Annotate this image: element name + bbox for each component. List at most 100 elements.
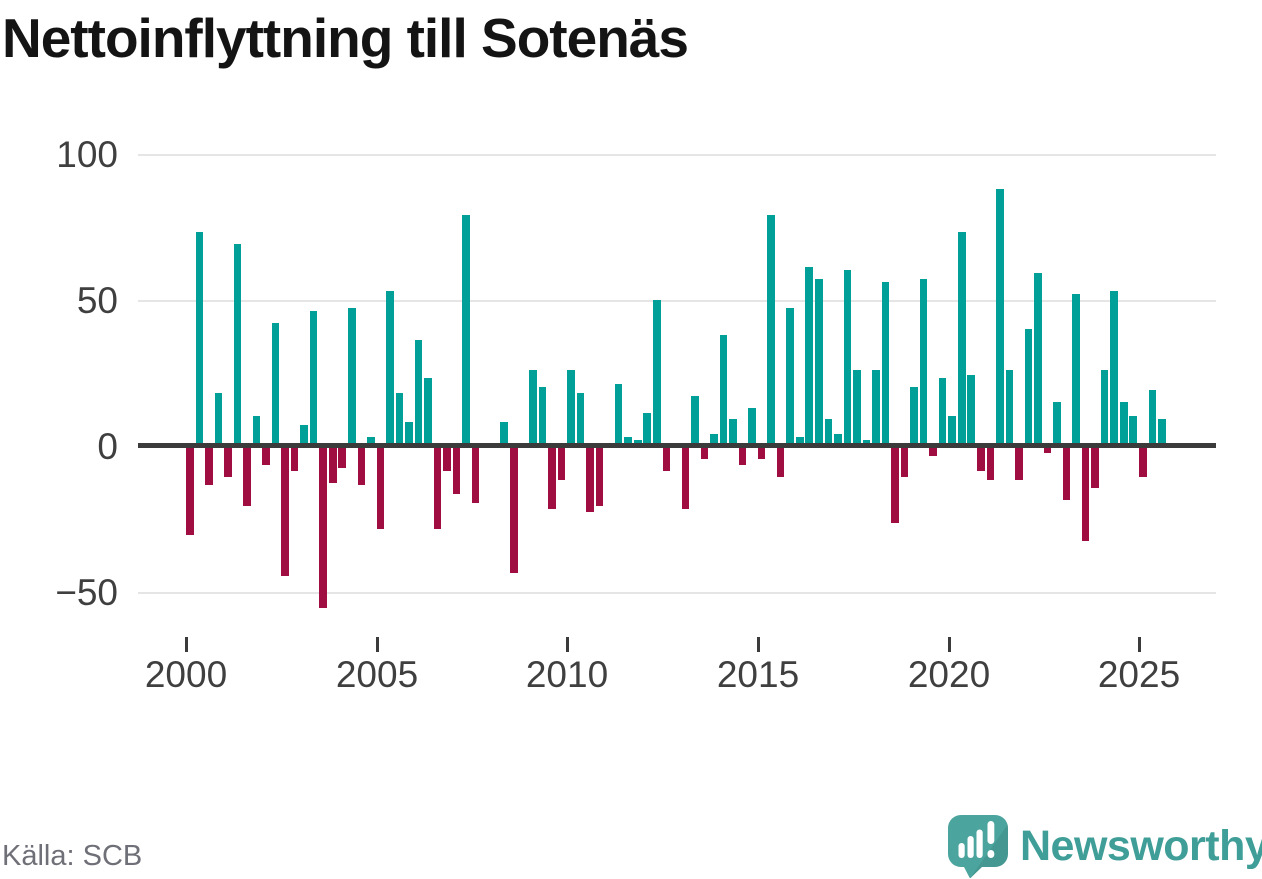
bar-2016-Q2 — [805, 267, 814, 448]
bar-2015-Q3 — [776, 445, 785, 477]
bar-2014-Q3 — [738, 445, 747, 466]
y-axis-label-0: 0 — [97, 426, 118, 467]
bar-2010-Q3 — [586, 445, 594, 512]
bar-2017-Q2 — [843, 270, 852, 448]
bar-2024-Q4 — [1129, 416, 1138, 448]
bar-2000-Q3 — [205, 445, 213, 486]
source-attribution: Källa: SCB — [2, 840, 143, 872]
bar-2004-Q1 — [338, 445, 347, 468]
bar-2022-Q2 — [1034, 273, 1042, 448]
bar-2006-Q3 — [433, 445, 442, 530]
bar-2009-Q1 — [529, 369, 537, 448]
bar-2013-Q4 — [710, 433, 718, 448]
bar-2003-Q1 — [300, 425, 308, 448]
bar-2021-Q3 — [1005, 369, 1014, 448]
bar-2024-Q3 — [1119, 401, 1128, 448]
bar-2002-Q2 — [271, 322, 280, 448]
bar-2007-Q3 — [471, 445, 480, 503]
bar-2000-Q2 — [195, 232, 204, 448]
bar-2011-Q2 — [614, 384, 623, 448]
bar-2004-Q4 — [367, 436, 375, 448]
bar-2009-Q3 — [548, 445, 556, 509]
bar-2008-Q2 — [500, 422, 509, 448]
bar-2000-Q1 — [186, 445, 194, 536]
bar-2016-Q1 — [795, 436, 804, 448]
brand-name: Newsworthy — [1020, 821, 1262, 870]
bar-2018-Q2 — [881, 281, 890, 448]
bar-2012-Q1 — [643, 413, 652, 448]
bar-2023-Q4 — [1091, 445, 1099, 489]
chart-title: Nettoinflyttning till Sotenäs — [2, 7, 689, 69]
bar-2000-Q4 — [214, 392, 223, 448]
gridline-minus-50 — [138, 592, 1216, 594]
bar-2013-Q1 — [681, 445, 690, 509]
bar-2019-Q4 — [938, 378, 947, 448]
newsworthy-logo-icon — [948, 815, 1008, 878]
bar-2024-Q2 — [1110, 290, 1118, 448]
y-axis-label-100: 100 — [56, 134, 118, 175]
bar-2007-Q1 — [452, 445, 461, 495]
bar-2006-Q1 — [414, 340, 423, 448]
bar-2002-Q4 — [290, 445, 299, 471]
gridline-50 — [138, 300, 1216, 302]
bar-2001-Q2 — [233, 244, 242, 448]
bar-2022-Q3 — [1043, 445, 1052, 454]
bar-2017-Q3 — [853, 369, 861, 448]
x-tick-2010 — [566, 637, 569, 652]
bar-2007-Q2 — [462, 214, 470, 448]
x-tick-2000 — [185, 637, 188, 652]
bar-2013-Q2 — [691, 395, 699, 448]
bar-2009-Q4 — [557, 445, 566, 480]
gridline-100 — [138, 154, 1216, 156]
x-axis-label-2010: 2010 — [525, 654, 609, 695]
bar-2003-Q4 — [328, 445, 337, 483]
x-axis-label-2000: 2000 — [144, 654, 228, 695]
bar-2002-Q3 — [281, 445, 289, 576]
bar-2025-Q2 — [1148, 390, 1157, 448]
bar-2009-Q2 — [538, 387, 547, 448]
x-axis-label-2005: 2005 — [335, 654, 419, 695]
bar-2020-Q2 — [957, 232, 966, 448]
bar-2025-Q3 — [1158, 419, 1166, 448]
x-axis-label-2025: 2025 — [1097, 654, 1181, 695]
bar-2016-Q4 — [824, 419, 833, 448]
bar-2003-Q3 — [319, 445, 327, 609]
bar-2003-Q2 — [309, 311, 318, 448]
brand-lockup: Newsworthy — [946, 814, 1262, 878]
zero-axis-line — [138, 443, 1216, 448]
bar-2006-Q4 — [443, 445, 451, 471]
bar-2025-Q1 — [1139, 445, 1147, 477]
bar-2006-Q2 — [424, 378, 432, 448]
bar-2015-Q1 — [757, 445, 766, 460]
y-axis-label-50: 50 — [76, 280, 118, 321]
bar-2019-Q2 — [919, 279, 928, 448]
bar-2011-Q3 — [624, 436, 632, 448]
bar-2013-Q3 — [700, 445, 709, 460]
bar-2015-Q4 — [786, 308, 794, 448]
x-axis-label-2015: 2015 — [716, 654, 800, 695]
bar-2008-Q3 — [510, 445, 518, 574]
x-tick-2025 — [1138, 637, 1141, 652]
bar-2004-Q2 — [348, 308, 356, 448]
bar-2014-Q4 — [748, 407, 756, 448]
bar-2016-Q3 — [814, 279, 823, 448]
bar-2021-Q4 — [1015, 445, 1023, 480]
bar-2015-Q2 — [767, 214, 775, 448]
x-tick-2020 — [948, 637, 951, 652]
bar-2001-Q1 — [224, 445, 232, 477]
bar-2001-Q3 — [243, 445, 251, 506]
bar-2005-Q4 — [405, 422, 413, 448]
bar-2023-Q1 — [1062, 445, 1071, 501]
bar-2002-Q1 — [262, 445, 270, 466]
x-axis-label-2020: 2020 — [907, 654, 991, 695]
bar-2012-Q3 — [662, 445, 671, 471]
bar-2005-Q1 — [376, 445, 385, 530]
bar-2022-Q4 — [1053, 401, 1061, 448]
bar-2018-Q4 — [900, 445, 909, 477]
bar-2001-Q4 — [252, 416, 261, 448]
bar-2019-Q1 — [910, 387, 918, 448]
bar-2010-Q2 — [576, 392, 585, 448]
bar-2005-Q2 — [386, 290, 394, 448]
